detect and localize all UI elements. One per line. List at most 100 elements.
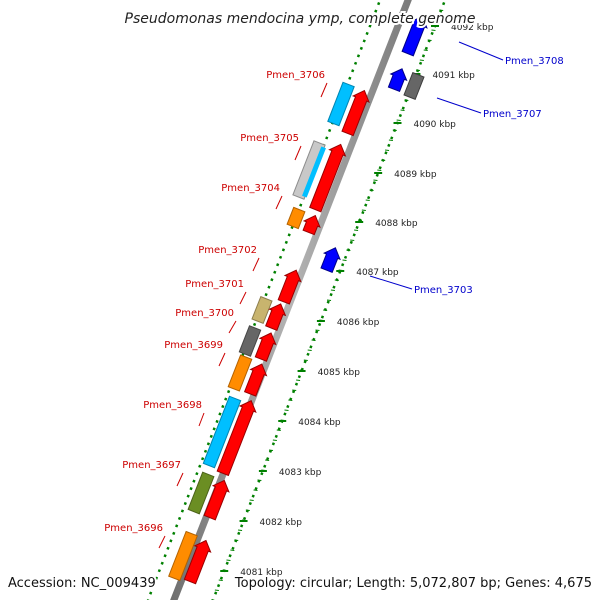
leader-line (239, 291, 247, 305)
label-leader-lines (158, 41, 504, 549)
minor-tick (400, 109, 405, 111)
gene-label: Pmen_3698 (143, 400, 202, 411)
minor-tick (296, 379, 301, 381)
minor-tick (253, 489, 258, 491)
cog-stripe (302, 146, 326, 198)
cog-box (327, 81, 355, 127)
cog-box (238, 325, 262, 357)
minor-tick (238, 529, 243, 531)
minor-tick (268, 449, 274, 451)
cog-box (202, 395, 242, 469)
scale-labels: 4081 kbp 4082 kbp 4083 kbp 4084 kbp 4085 kbp… (239, 22, 495, 580)
scale-tick-label: 4092 kbp (451, 23, 494, 33)
minor-tick (354, 229, 359, 231)
scale-tick-label: 4088 kbp (375, 219, 418, 229)
gene-arrow-reverse (387, 68, 408, 93)
leader-line (228, 320, 237, 334)
cog-box (168, 530, 198, 582)
scale-tick-label: 4082 kbp (260, 518, 303, 528)
gene-arrow (216, 400, 257, 477)
gene-arrow (254, 332, 277, 362)
minor-tick (330, 289, 335, 291)
leader-line (198, 412, 205, 427)
gene-arrow (243, 363, 268, 397)
gene-label: Pmen_3705 (240, 133, 299, 144)
minor-tick (307, 349, 312, 351)
minor-tick (373, 179, 378, 181)
minor-tick (276, 429, 281, 431)
scale-tick-label: 4089 kbp (394, 170, 437, 180)
minor-tick (249, 499, 254, 501)
cog-box (227, 354, 253, 392)
minor-tick (303, 359, 308, 361)
minor-tick (365, 199, 370, 201)
gene-label: Pmen_3708 (505, 56, 564, 67)
scale-ticks (211, 9, 444, 600)
gene-arrow (302, 214, 321, 236)
cog-box (403, 71, 425, 101)
gene-label: Pmen_3706 (266, 70, 325, 81)
gene-arrow (341, 89, 370, 137)
minor-tick (234, 539, 239, 541)
leader-line (275, 195, 283, 210)
gene-arrow (265, 303, 287, 331)
minor-tick (423, 49, 428, 51)
cog-box (292, 140, 326, 200)
genome-title: Pseudomonas mendocina ymp, complete geno… (125, 11, 476, 27)
cog-box (251, 295, 273, 325)
minor-tick (288, 399, 293, 401)
minor-tick (388, 139, 393, 141)
gene-label: Pmen_3700 (175, 308, 234, 319)
minor-tick (315, 329, 320, 331)
accession-text: Accession: NC_009439 (8, 576, 156, 591)
minor-tick (346, 249, 351, 251)
leader-line (458, 41, 504, 61)
gene-label: Pmen_3699 (164, 340, 223, 351)
minor-tick (257, 479, 262, 481)
minor-tick (392, 129, 397, 131)
scale-tick-label: 4083 kbp (279, 468, 322, 478)
minor-tick (361, 209, 366, 211)
minor-tick (404, 99, 409, 101)
gene-label: Pmen_3702 (198, 245, 257, 256)
minor-tick (265, 459, 270, 461)
genome-summary-text: Topology: circular; Length: 5,072,807 bp… (234, 576, 592, 591)
minor-tick (214, 589, 219, 591)
gene-arrow (309, 143, 347, 213)
scale-tick-label: 4090 kbp (413, 120, 456, 130)
minor-tick (311, 339, 316, 341)
reverse-genes (320, 15, 428, 274)
minor-tick (342, 259, 347, 261)
minor-tick (435, 19, 440, 21)
minor-tick (357, 219, 363, 221)
gene-arrow (183, 539, 212, 585)
gene-arrow-reverse (401, 15, 428, 57)
leader-line (294, 145, 302, 161)
scale-tick-label: 4085 kbp (318, 368, 361, 378)
minor-tick (218, 579, 223, 581)
minor-tick (369, 189, 374, 191)
minor-tick (272, 439, 277, 441)
cog-box (187, 471, 215, 515)
gene-arrow (203, 479, 230, 521)
minor-tick (396, 119, 401, 121)
leader-line (436, 97, 482, 114)
scale-tick-label: 4084 kbp (298, 418, 341, 428)
minor-tick (245, 509, 250, 511)
gene-label: Pmen_3697 (122, 460, 181, 471)
gene-arrow-reverse (320, 247, 341, 274)
minor-tick (419, 59, 424, 61)
gene-label: Pmen_3696 (104, 523, 163, 534)
minor-tick (292, 389, 297, 391)
gene-label: Pmen_3703 (414, 285, 473, 296)
leader-line (158, 535, 166, 549)
minor-tick (427, 39, 432, 41)
leader-line (218, 352, 226, 367)
minor-tick (381, 159, 386, 161)
leader-line (176, 472, 184, 487)
minor-tick (439, 9, 444, 11)
minor-tick (415, 69, 421, 71)
minor-tick (431, 29, 436, 31)
gene-label: Pmen_3701 (185, 279, 244, 290)
